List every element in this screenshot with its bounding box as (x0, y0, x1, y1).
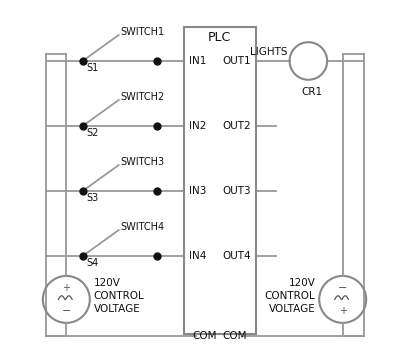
Bar (184, 27, 256, 334)
Text: −: − (338, 283, 347, 293)
Text: SWITCH2: SWITCH2 (120, 92, 165, 102)
Text: S1: S1 (86, 63, 98, 73)
Text: +: + (62, 283, 70, 293)
Text: IN2: IN2 (189, 121, 206, 131)
Text: S4: S4 (86, 258, 98, 268)
Text: COM: COM (193, 331, 217, 340)
Text: 120V
CONTROL
VOLTAGE: 120V CONTROL VOLTAGE (94, 278, 144, 314)
Text: COM: COM (222, 331, 247, 340)
Text: +: + (339, 306, 347, 316)
Text: S2: S2 (86, 128, 98, 138)
Text: LIGHTS: LIGHTS (250, 47, 288, 58)
Text: IN1: IN1 (189, 56, 206, 66)
Text: OUT2: OUT2 (222, 121, 250, 131)
Text: −: − (62, 306, 71, 316)
Text: SWITCH3: SWITCH3 (120, 157, 165, 167)
Text: PLC: PLC (208, 31, 232, 44)
Text: SWITCH1: SWITCH1 (120, 27, 165, 37)
Text: OUT3: OUT3 (222, 186, 250, 196)
Text: 120V
CONTROL
VOLTAGE: 120V CONTROL VOLTAGE (265, 278, 316, 314)
Text: SWITCH4: SWITCH4 (120, 222, 165, 232)
Text: CR1: CR1 (302, 87, 322, 97)
Text: OUT1: OUT1 (222, 56, 250, 66)
Text: IN4: IN4 (189, 251, 206, 261)
Text: OUT4: OUT4 (222, 251, 250, 261)
Text: IN3: IN3 (189, 186, 206, 196)
Text: S3: S3 (86, 193, 98, 203)
